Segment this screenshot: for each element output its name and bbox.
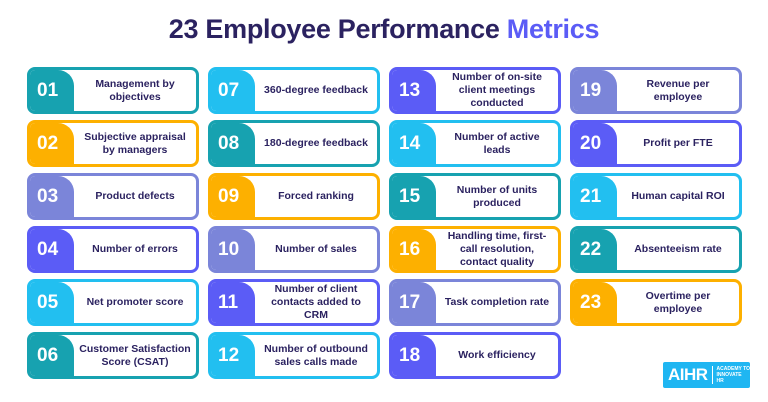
metric-label: Number of units produced <box>456 183 538 209</box>
logo-divider <box>711 366 713 384</box>
metric-number-badge: 11 <box>211 282 255 323</box>
metric-number-badge: 13 <box>392 70 436 111</box>
metric-number-badge: 08 <box>211 123 255 164</box>
metric-number-badge: 20 <box>573 123 617 164</box>
logo-wordmark: AIHR <box>668 365 708 384</box>
metric-card: 08 180-degree feedback <box>208 120 380 167</box>
metric-number-badge: 14 <box>392 123 436 164</box>
metric-label: Management by objectives <box>95 77 175 103</box>
metric-number-badge: 05 <box>30 282 74 323</box>
metric-number-badge: 03 <box>30 176 74 217</box>
metric-label: Number of active leads <box>454 130 540 156</box>
metric-card: 04 Number of errors <box>27 226 199 273</box>
metric-label: Number of client contacts added to CRM <box>271 283 361 321</box>
metric-label: 360-degree feedback <box>264 84 368 96</box>
metric-number-badge: 09 <box>211 176 255 217</box>
metric-number-badge: 17 <box>392 282 436 323</box>
metric-number-badge: 22 <box>573 229 617 270</box>
metric-label: Human capital ROI <box>631 190 725 202</box>
metric-card: 03 Product defects <box>27 173 199 220</box>
aihr-logo: AIHR ACADEMY TO INNOVATE HR <box>663 362 750 388</box>
metric-number-badge: 16 <box>392 229 436 270</box>
metric-label: Work efficiency <box>458 349 536 361</box>
metric-label: Handling time, first-call resolution, co… <box>447 230 547 268</box>
metric-number-badge: 21 <box>573 176 617 217</box>
metric-label: Forced ranking <box>278 190 354 202</box>
metric-number-badge: 15 <box>392 176 436 217</box>
metric-label: Number of on-site client meetings conduc… <box>452 71 542 109</box>
metric-card: 07 360-degree feedback <box>208 67 380 114</box>
metric-number-badge: 02 <box>30 123 74 164</box>
metric-number-badge: 07 <box>211 70 255 111</box>
metric-label: Number of sales <box>275 243 357 255</box>
metric-label: Overtime per employee <box>645 289 711 315</box>
metric-label: Number of errors <box>92 243 178 255</box>
metric-number-badge: 12 <box>211 335 255 376</box>
metric-number-badge: 19 <box>573 70 617 111</box>
metric-card: 09 Forced ranking <box>208 173 380 220</box>
metric-label: Number of outbound sales calls made <box>264 342 368 368</box>
metric-card: 23 Overtime per employee <box>570 279 742 326</box>
metric-number-badge: 23 <box>573 282 617 323</box>
title-accent: Metrics <box>506 14 600 44</box>
metric-number-badge: 10 <box>211 229 255 270</box>
metric-card: 12 Number of outbound sales calls made <box>208 332 380 379</box>
metric-number-badge: 18 <box>392 335 436 376</box>
metric-card: 11 Number of client contacts added to CRM <box>208 279 380 326</box>
metric-card: 17 Task completion rate <box>389 279 561 326</box>
metric-card: 18 Work efficiency <box>389 332 561 379</box>
metric-label: Absenteeism rate <box>634 243 722 255</box>
logo-tagline: ACADEMY TO INNOVATE HR <box>716 366 750 384</box>
metric-label: Product defects <box>95 190 175 202</box>
page-title: 23 Employee Performance Metrics <box>0 14 768 45</box>
metric-card: 02 Subjective appraisal by managers <box>27 120 199 167</box>
metric-card: 13 Number of on-site client meetings cond… <box>389 67 561 114</box>
metric-card: 19 Revenue per employee <box>570 67 742 114</box>
metric-card: 14 Number of active leads <box>389 120 561 167</box>
metric-card: 21 Human capital ROI <box>570 173 742 220</box>
metric-card: 10 Number of sales <box>208 226 380 273</box>
metric-card: 15 Number of units produced <box>389 173 561 220</box>
metric-card: 16 Handling time, first-call resolution, … <box>389 226 561 273</box>
metrics-grid: 01 Management by objectives 02 Subjective a… <box>27 67 742 379</box>
metric-label: Profit per FTE <box>643 137 713 149</box>
metric-label: Revenue per employee <box>646 77 710 103</box>
metric-card: 20 Profit per FTE <box>570 120 742 167</box>
metric-label: Task completion rate <box>444 296 550 308</box>
metric-number-badge: 04 <box>30 229 74 270</box>
metric-label: Subjective appraisal by managers <box>84 130 186 156</box>
metric-label: Customer Satisfaction Score (CSAT) <box>79 342 191 368</box>
metric-label: 180-degree feedback <box>264 137 368 149</box>
metric-card: 22 Absenteeism rate <box>570 226 742 273</box>
metric-card: 06 Customer Satisfaction Score (CSAT) <box>27 332 199 379</box>
title-prefix: 23 Employee Performance <box>168 14 500 44</box>
metric-number-badge: 06 <box>30 335 74 376</box>
metric-number-badge: 01 <box>30 70 74 111</box>
metric-label: Net promoter score <box>86 296 184 308</box>
metric-card: 01 Management by objectives <box>27 67 199 114</box>
metric-card: 05 Net promoter score <box>27 279 199 326</box>
